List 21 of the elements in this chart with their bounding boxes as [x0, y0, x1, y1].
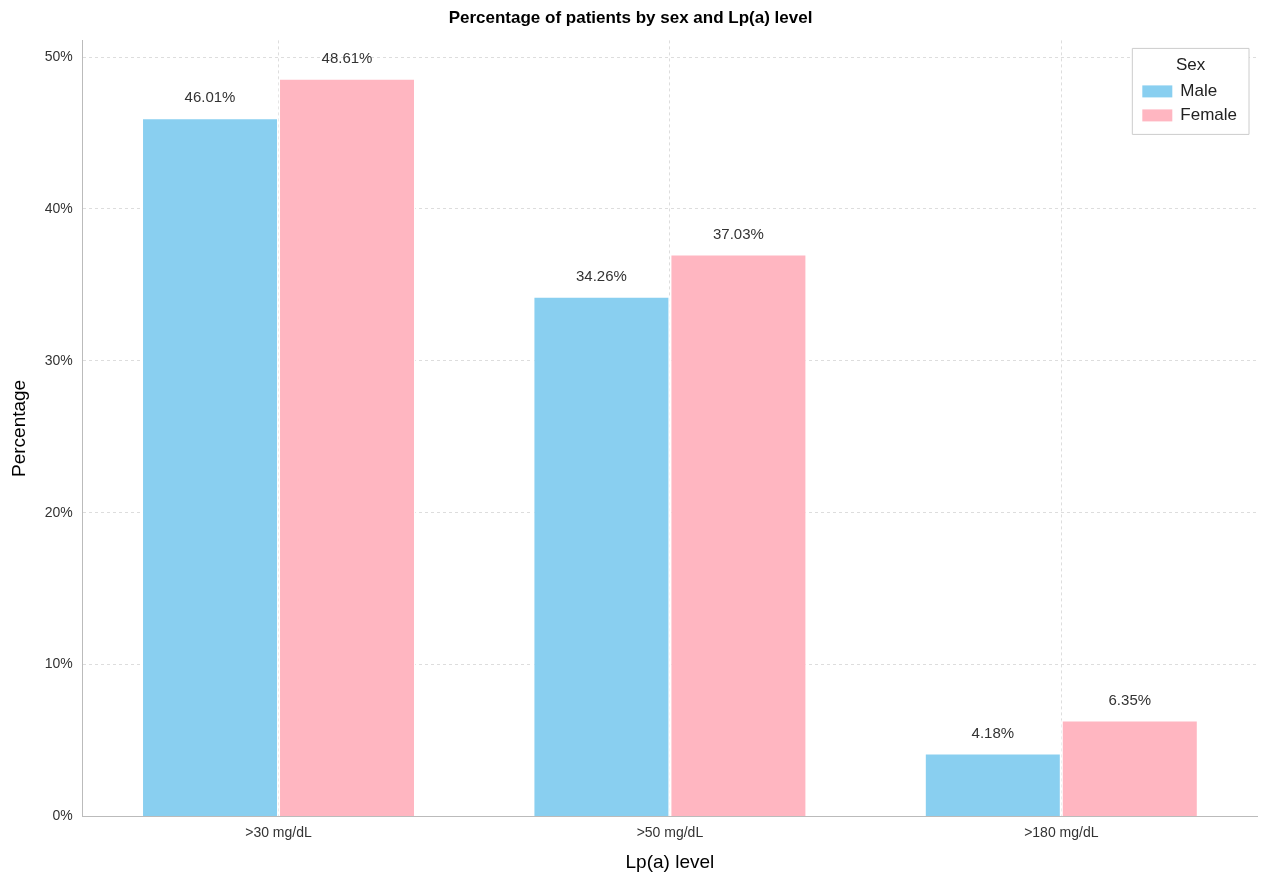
x-tick-label: >50 mg/dL: [636, 823, 704, 840]
y-tick-label: 50%: [44, 47, 73, 64]
legend-label: Female: [1180, 104, 1237, 124]
data-label: 6.35%: [1108, 690, 1152, 708]
data-label: 46.01%: [184, 88, 236, 106]
x-tick-label: >180 mg/dL: [1024, 823, 1099, 840]
x-tick-label: >30 mg/dL: [245, 823, 312, 840]
y-tick-label: 40%: [44, 199, 73, 216]
y-tick-label: 0%: [52, 807, 73, 824]
y-axis-title: Percentage: [7, 379, 29, 477]
data-label: 34.26%: [575, 266, 627, 284]
y-tick-label: 10%: [44, 655, 73, 672]
legend-title: Sex: [1176, 54, 1206, 74]
y-tick-label: 20%: [44, 503, 73, 520]
chart-title: Percentage of patients by sex and Lp(a) level: [448, 7, 813, 27]
x-axis-title: Lp(a) level: [625, 850, 715, 872]
data-label: 37.03%: [712, 224, 764, 242]
data-label: 48.61%: [321, 48, 373, 66]
y-tick-label: 30%: [44, 351, 73, 368]
legend-label: Male: [1180, 80, 1218, 100]
data-label: 4.18%: [971, 723, 1015, 741]
